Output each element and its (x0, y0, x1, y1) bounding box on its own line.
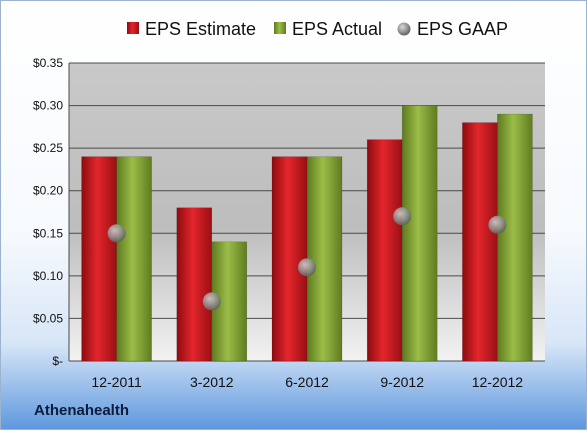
y-tick-label: $0.35 (33, 56, 63, 70)
x-axis-ticks: 12-2011 3-2012 6-2012 9-2012 12-2012 (91, 374, 523, 390)
marker-eps-gaap (488, 215, 507, 234)
marker-eps-gaap (393, 207, 412, 226)
y-tick-label: $0.15 (33, 226, 63, 240)
marker-eps-gaap (107, 224, 126, 243)
x-tick-label: 12-2012 (472, 374, 524, 390)
y-tick-label: $0.20 (33, 184, 63, 198)
y-axis-ticks: $- $0.05 $0.10 $0.15 $0.20 $0.25 $0.30 $0.35 (33, 56, 63, 368)
bar-eps-estimate (176, 207, 213, 362)
bar-eps-actual (497, 113, 533, 362)
y-tick-label: $0.05 (33, 311, 63, 325)
bars (81, 105, 533, 362)
legend-swatch-eps-estimate (127, 22, 139, 34)
x-tick-label: 9-2012 (380, 374, 424, 390)
legend: EPS Estimate EPS Actual EPS GAAP (127, 19, 508, 39)
bar-eps-estimate (462, 122, 498, 362)
company-name: Athenahealth (34, 402, 130, 419)
y-tick-label: $0.30 (33, 99, 63, 113)
marker-eps-gaap (298, 258, 316, 277)
bar-eps-actual (306, 156, 343, 362)
bar-eps-actual (401, 105, 438, 362)
x-tick-label: 6-2012 (285, 374, 329, 390)
bar-eps-estimate (81, 156, 117, 362)
gaap-markers (107, 207, 507, 311)
x-tick-label: 12-2011 (91, 374, 142, 390)
legend-label-eps-actual: EPS Actual (292, 19, 382, 39)
bar-eps-estimate (366, 139, 403, 362)
legend-label-eps-estimate: EPS Estimate (145, 19, 256, 39)
legend-label-eps-gaap: EPS GAAP (417, 19, 508, 39)
legend-swatch-eps-actual (274, 22, 286, 34)
y-tick-label: $- (52, 354, 63, 368)
y-tick-label: $0.25 (33, 141, 63, 155)
bar-eps-estimate (271, 156, 308, 362)
legend-marker-eps-gaap (397, 22, 411, 36)
marker-eps-gaap (202, 292, 221, 311)
x-tick-label: 3-2012 (190, 374, 234, 390)
y-tick-label: $0.10 (33, 269, 63, 283)
bar-eps-actual (116, 156, 152, 362)
